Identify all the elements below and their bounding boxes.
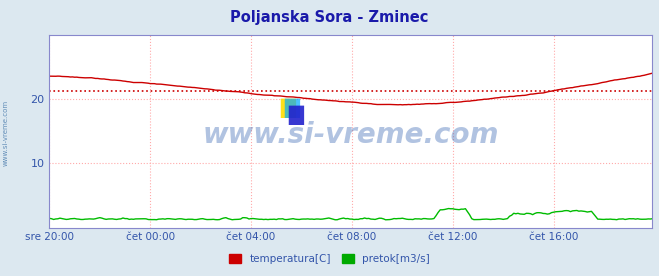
Legend: temperatura[C], pretok[m3/s]: temperatura[C], pretok[m3/s] — [225, 250, 434, 268]
Text: www.si-vreme.com: www.si-vreme.com — [203, 121, 499, 149]
Text: █: █ — [280, 98, 295, 118]
Text: www.si-vreme.com: www.si-vreme.com — [2, 99, 9, 166]
Text: Poljanska Sora - Zminec: Poljanska Sora - Zminec — [230, 10, 429, 25]
Text: █: █ — [284, 98, 299, 118]
Text: █: █ — [288, 106, 303, 125]
